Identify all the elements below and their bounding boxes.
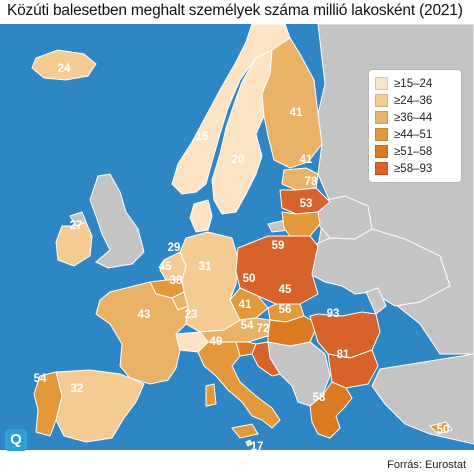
source-note: Forrás: Eurostat [387,459,466,471]
legend-label: ≥24–36 [394,94,433,107]
country-malta [245,439,253,447]
country-turkey [371,353,474,445]
country-finland [261,37,323,169]
value-iceland: 24 [58,63,71,75]
value-poland: 59 [272,240,285,252]
country-latvia [279,187,331,215]
value-latvia: 78 [305,176,318,188]
value-norway: 15 [196,131,209,143]
legend-item: ≥36–44 [375,109,455,126]
country-italy [197,341,281,429]
country-hungary [267,315,319,347]
value-greece: 58 [313,392,326,404]
legend-swatch [375,145,388,158]
legend-swatch [375,77,388,90]
value-czechia: 50 [243,273,256,285]
country-romania [309,311,381,359]
value-hungary: 56 [279,304,292,316]
legend-swatch [375,162,388,175]
value-romania: 93 [327,308,340,320]
value-france: 43 [138,309,151,321]
legend-label: ≥36–44 [394,111,433,124]
legend-item: ≥24–36 [375,92,455,109]
value-belgium: 45 [159,261,172,273]
value-luxembourg: 38 [170,275,183,287]
country-greece [309,381,353,439]
country-portugal [33,371,63,437]
legend-label: ≥51–58 [394,145,433,158]
legend-label: ≥58–93 [394,162,433,175]
value-germany: 31 [199,261,212,273]
legend-item: ≥51–58 [375,143,455,160]
country-lithuania [281,211,321,237]
value-sweden: 20 [232,154,245,166]
country-moldova [365,287,387,315]
country-sicily [231,423,259,439]
country-ireland [55,221,93,267]
value-croatia: 72 [257,323,270,335]
legend-item: ≥15–24 [375,75,455,92]
legend-item: ≥58–93 [375,160,455,177]
legend-label: ≥44–51 [394,128,433,141]
map-title: Közúti balesetben meghalt személyek szám… [7,2,463,19]
legend-swatch [375,128,388,141]
value-lithuania: 53 [300,198,313,210]
country-uk [89,173,145,269]
value-spain: 32 [71,383,84,395]
legend-item: ≥44–51 [375,126,455,143]
country-cyprus [429,421,453,435]
country-ukraine [309,228,451,307]
country-iceland [31,49,97,81]
value-ireland: 27 [70,220,83,232]
legend-swatch [375,111,388,124]
value-italy: 49 [210,336,223,348]
value-netherlands: 29 [168,242,181,254]
value-estonia: 41 [300,154,313,166]
value-cyprus: 50 [437,424,450,436]
country-sardinia [205,383,217,407]
logo: Q [5,429,27,451]
value-switzerland: 23 [185,309,198,321]
legend-swatch [375,94,388,107]
country-france [95,281,189,385]
value-finland: 41 [290,107,303,119]
value-portugal: 54 [34,373,47,385]
legend: ≥15–24 ≥24–36 ≥36–44 ≥44–51 ≥51–58 ≥58–9… [369,70,461,182]
value-slovenia: 54 [241,320,254,332]
value-malta: 17 [251,441,264,450]
value-austria: 41 [239,299,252,311]
value-bulgaria: 81 [337,349,350,361]
country-denmark [189,199,213,233]
legend-label: ≥15–24 [394,77,433,90]
value-slovakia: 45 [279,284,292,296]
country-croatia [251,341,281,377]
